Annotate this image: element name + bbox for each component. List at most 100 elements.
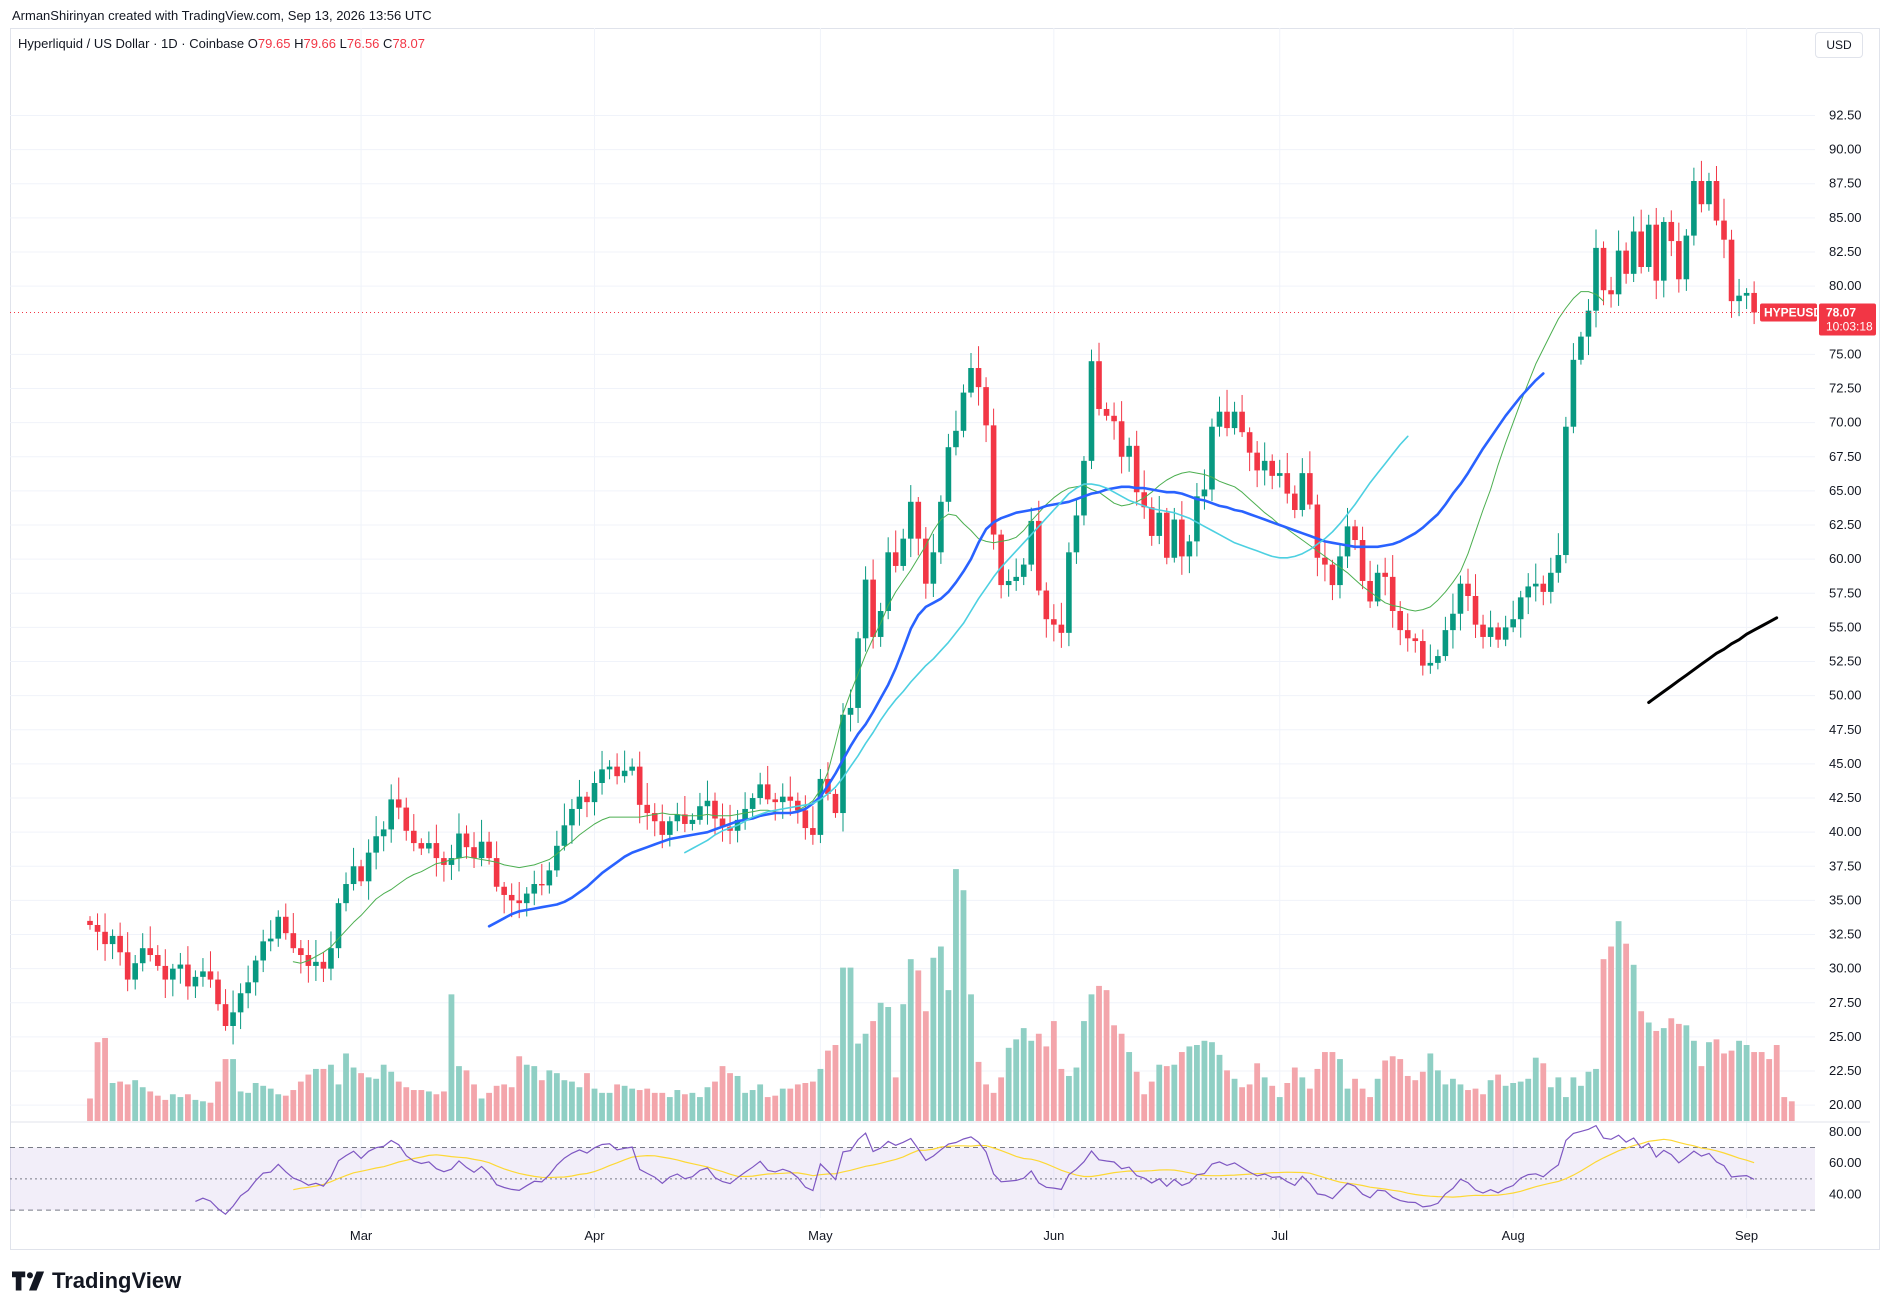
tradingview-logo[interactable]: TradingView xyxy=(12,1268,181,1294)
volume-bar xyxy=(1480,1094,1486,1121)
candle-body xyxy=(757,784,763,799)
candle-body xyxy=(1660,221,1667,281)
volume-bar xyxy=(953,869,959,1121)
candle-body xyxy=(621,770,628,777)
volume-bar xyxy=(1322,1052,1328,1121)
candle-body xyxy=(147,948,154,956)
volume-bar xyxy=(697,1097,703,1121)
volume-bar xyxy=(968,994,974,1121)
candle-body xyxy=(1066,552,1072,633)
candle-body xyxy=(870,579,876,637)
volume-bar xyxy=(1073,1067,1080,1121)
price-axis-label: 52.50 xyxy=(1829,654,1862,669)
candle-body xyxy=(1374,572,1381,602)
candle-body xyxy=(1728,239,1735,302)
volume-bar xyxy=(719,1066,726,1121)
volume-bar xyxy=(478,1098,485,1121)
volume-bar xyxy=(1562,1097,1569,1121)
candle-body xyxy=(599,769,605,784)
candle-body xyxy=(373,836,379,853)
volume-bar xyxy=(584,1073,590,1121)
volume-bar xyxy=(764,1097,771,1121)
candle-body xyxy=(1179,519,1185,557)
volume-bar xyxy=(1653,1030,1660,1121)
candle-body xyxy=(192,976,199,987)
candle-body xyxy=(237,993,244,1013)
volume-bar xyxy=(290,1090,297,1121)
candle-body xyxy=(1073,515,1080,553)
volume-bar xyxy=(1547,1087,1554,1121)
volume-bar xyxy=(1766,1059,1773,1121)
volume-bar xyxy=(1465,1090,1471,1121)
volume-bar xyxy=(1645,1022,1652,1121)
volume-bar xyxy=(1013,1039,1020,1121)
volume-bar xyxy=(1683,1025,1690,1121)
candle-body xyxy=(486,841,492,859)
price-axis-label: 37.50 xyxy=(1829,858,1862,873)
high-value: 79.66 xyxy=(303,36,337,51)
volume-bar xyxy=(1570,1077,1577,1121)
candle-body xyxy=(975,368,982,388)
currency-button[interactable]: USD xyxy=(1815,32,1863,58)
volume-bar xyxy=(1239,1087,1245,1121)
candle-body xyxy=(350,866,357,885)
candle-body xyxy=(1600,247,1607,291)
volume-bar xyxy=(1050,1021,1057,1121)
volume-bar xyxy=(516,1056,523,1121)
volume-bar xyxy=(930,957,937,1121)
candle-body xyxy=(1231,411,1238,429)
volume-bar xyxy=(335,1084,342,1121)
candle-body xyxy=(531,884,538,894)
candle-body xyxy=(200,971,206,977)
time-axis-label: Jun xyxy=(1043,1228,1064,1243)
tradingview-logo-icon xyxy=(12,1271,45,1291)
candle-body xyxy=(1593,247,1599,311)
candle-body xyxy=(267,938,274,942)
candle-body xyxy=(418,843,425,849)
candle-body xyxy=(651,813,658,822)
volume-bar xyxy=(561,1080,568,1121)
price-axis-label: 87.50 xyxy=(1829,176,1862,191)
chart-frame[interactable] xyxy=(10,28,1880,1250)
candle-body xyxy=(1743,292,1750,296)
rsi-line xyxy=(195,1124,1755,1215)
volume-bar xyxy=(681,1094,688,1121)
volume-bar xyxy=(1758,1052,1765,1121)
candle-body xyxy=(682,814,688,824)
volume-bar xyxy=(1623,943,1630,1121)
volume-bar xyxy=(343,1053,349,1121)
volume-bar xyxy=(576,1087,583,1121)
candle-body xyxy=(1051,619,1057,625)
volume-bar xyxy=(922,1011,929,1121)
candle-body xyxy=(1691,181,1697,236)
close-value: 78.07 xyxy=(392,36,425,51)
volume-bar xyxy=(1096,985,1102,1121)
volume-bar xyxy=(1532,1057,1539,1121)
volume-bar xyxy=(395,1081,402,1121)
volume-bar xyxy=(1337,1059,1343,1121)
candle-body xyxy=(388,799,394,830)
volume-bar xyxy=(373,1078,380,1121)
candle-body xyxy=(840,714,846,814)
candle-body xyxy=(1020,564,1027,577)
volume-bar xyxy=(538,1080,545,1121)
volume-bar xyxy=(471,1084,477,1121)
candle-body xyxy=(561,825,568,846)
candle-body xyxy=(471,847,477,859)
candle-body xyxy=(953,430,959,448)
candle-body xyxy=(1495,627,1501,640)
candle-body xyxy=(584,796,590,803)
candle-body xyxy=(493,858,500,887)
volume-bar xyxy=(666,1097,673,1121)
candle-body xyxy=(516,900,523,904)
open-value: 79.65 xyxy=(257,36,291,51)
candle-body xyxy=(1292,493,1298,510)
volume-bar xyxy=(207,1102,214,1121)
candle-body xyxy=(636,766,643,805)
volume-bar xyxy=(742,1092,749,1121)
candle-body xyxy=(395,799,402,808)
volume-bar xyxy=(734,1075,741,1121)
candle-body xyxy=(1751,292,1757,313)
volume-bar xyxy=(1434,1070,1441,1121)
